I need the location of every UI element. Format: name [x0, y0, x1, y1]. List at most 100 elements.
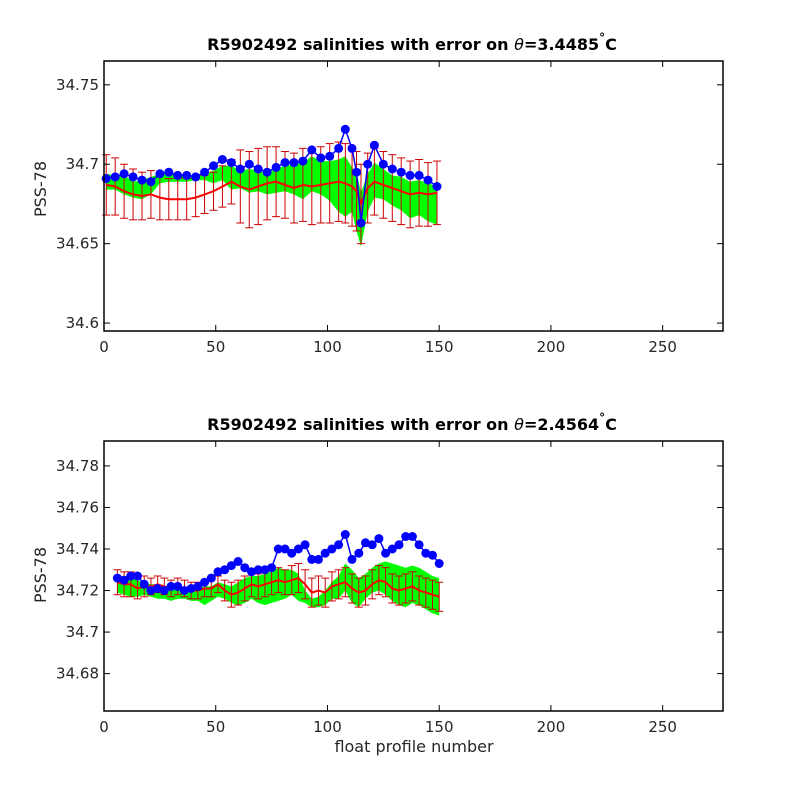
panel-1-observed-point — [381, 548, 391, 558]
bottom-title-degree: ° — [599, 411, 605, 425]
panel-1-observed-point — [226, 561, 236, 571]
bottom-x-axis-label: float profile number — [334, 737, 494, 756]
top-title-unit: C — [605, 35, 617, 54]
panel-1-observed-point — [233, 557, 243, 566]
panel-0-observed-point — [316, 153, 326, 163]
panel-1-observed-point — [320, 548, 330, 558]
panel-1-observed-point — [414, 540, 424, 550]
panel-1-observed-point — [394, 540, 404, 550]
panel-1-observed-point — [220, 565, 230, 575]
top-plot-area — [101, 124, 442, 247]
panel-1-y-tick-label: 34.76 — [56, 498, 99, 516]
panel-0-y-tick-label: 34.75 — [56, 76, 99, 94]
panel-0-observed-point — [271, 162, 281, 172]
panel-1-observed-point — [428, 550, 437, 560]
panel-0-observed-point — [307, 145, 317, 155]
panel-1-x-tick-label: 0 — [99, 718, 109, 736]
panel-1-observed-point — [126, 571, 136, 581]
panel-0-observed-point — [137, 175, 147, 185]
panel-0-mapped-line — [106, 180, 438, 207]
panel-1-observed-point — [347, 554, 357, 564]
panel-0-observed-point — [347, 143, 357, 153]
panel-0-observed-point — [325, 151, 335, 161]
panel-1-x-tick-label: 200 — [537, 718, 566, 736]
panel-0-observed-point — [334, 143, 344, 153]
panel-0-observed-point — [340, 124, 350, 134]
panel-1-y-tick-label: 34.78 — [56, 457, 99, 475]
panel-1-observed-point — [133, 571, 142, 581]
panel-0-observed-point — [423, 175, 433, 185]
panel-0-observed-point — [191, 172, 201, 182]
panel-0-y-tick-label: 34.65 — [56, 235, 99, 253]
panel-0-observed-point — [280, 158, 290, 168]
panel-0-observed-point — [352, 167, 361, 177]
panel-0-observed-point — [101, 174, 111, 183]
panel-0-x-tick-label: 200 — [537, 338, 566, 356]
bottom-axes-frame — [103, 440, 724, 712]
panel-1-observed-point — [206, 573, 216, 583]
panel-1-observed-point — [307, 554, 317, 564]
top-title-prefix: R5902492 salinities with error on — [207, 35, 514, 54]
panel-0-observed-line — [106, 127, 438, 224]
panel-1-observed-point — [314, 554, 323, 564]
panel-1-observed-point — [139, 579, 149, 589]
panel-0-x-tick-label: 250 — [648, 338, 677, 356]
panel-1-observed-point — [253, 565, 263, 575]
top-salinity-panel: R5902492 salinities with error on θ=3.44… — [31, 31, 724, 356]
panel-1-observed-point — [327, 544, 337, 554]
panel-1-observed-point — [267, 563, 277, 573]
bottom-panel-title: R5902492 salinities with error on θ=2.45… — [207, 411, 617, 434]
panel-1-y-tick-label: 34.72 — [56, 582, 99, 600]
panel-0-observed-point — [396, 167, 406, 177]
panel-0-observed-point — [209, 161, 218, 171]
panel-0-observed-point — [226, 158, 236, 168]
panel-1-x-tick-label: 50 — [206, 718, 225, 736]
panel-0-x-tick-label: 50 — [206, 338, 225, 356]
panel-0-observed-point — [289, 158, 299, 168]
bottom-y-axis-label: PSS-78 — [31, 547, 50, 603]
panel-1-observed-point — [434, 559, 444, 568]
panel-1-x-tick-label: 250 — [648, 718, 677, 736]
panel-1-observed-point — [173, 581, 183, 591]
panel-1-observed-point — [240, 563, 250, 573]
panel-1-observed-point — [367, 540, 377, 550]
panel-1-observed-point — [300, 540, 310, 550]
panel-0-observed-point — [173, 170, 183, 180]
panel-1-observed-point — [401, 532, 411, 541]
panel-1-observed-point — [374, 534, 384, 544]
bottom-title-theta: θ — [514, 415, 524, 434]
panel-0-observed-point — [110, 172, 120, 182]
panel-0-x-tick-label: 100 — [313, 338, 342, 356]
panel-1-observed-point — [287, 548, 297, 558]
top-panel-title: R5902492 salinities with error on θ=3.44… — [207, 31, 617, 54]
panel-1-observed-point — [119, 575, 129, 585]
panel-0-observed-point — [164, 167, 174, 177]
panel-0-observed-point — [244, 159, 254, 169]
panel-0-observed-point — [356, 218, 366, 228]
panel-1-x-tick-label: 100 — [313, 718, 342, 736]
panel-0-observed-point — [387, 164, 397, 174]
panel-0-observed-point — [200, 167, 210, 177]
panel-0-y-tick-label: 34.6 — [66, 314, 99, 332]
panel-0-observed-point — [405, 170, 415, 180]
panel-1-observed-point — [334, 540, 344, 550]
panel-0-observed-point — [253, 164, 263, 174]
panel-0-y-tick-label: 34.7 — [66, 155, 99, 173]
panel-1-observed-point — [387, 544, 397, 554]
panel-0-observed-point — [182, 170, 192, 180]
panel-1-observed-point — [200, 577, 210, 587]
panel-1-observed-point — [407, 532, 417, 541]
bottom-axis-ticks: 0 50 100 150 200 250 34.68 34.7 34.72 34.74 34.76 3… — [56, 441, 723, 736]
panel-0-observed-point — [155, 169, 165, 179]
panel-0-observed-point — [432, 182, 442, 191]
panel-1-observed-point — [293, 544, 303, 554]
top-title-theta: θ — [514, 35, 524, 54]
top-axis-ticks: 0 50 100 150 200 250 34.6 34.65 34.7 34.75 — [56, 61, 723, 356]
panel-0-observed-point — [235, 164, 245, 174]
bottom-salinity-panel: R5902492 salinities with error on θ=2.45… — [31, 411, 724, 756]
top-title-degree: ° — [599, 31, 605, 45]
panel-0-observed-point — [369, 140, 379, 150]
top-axes-frame — [103, 60, 724, 332]
